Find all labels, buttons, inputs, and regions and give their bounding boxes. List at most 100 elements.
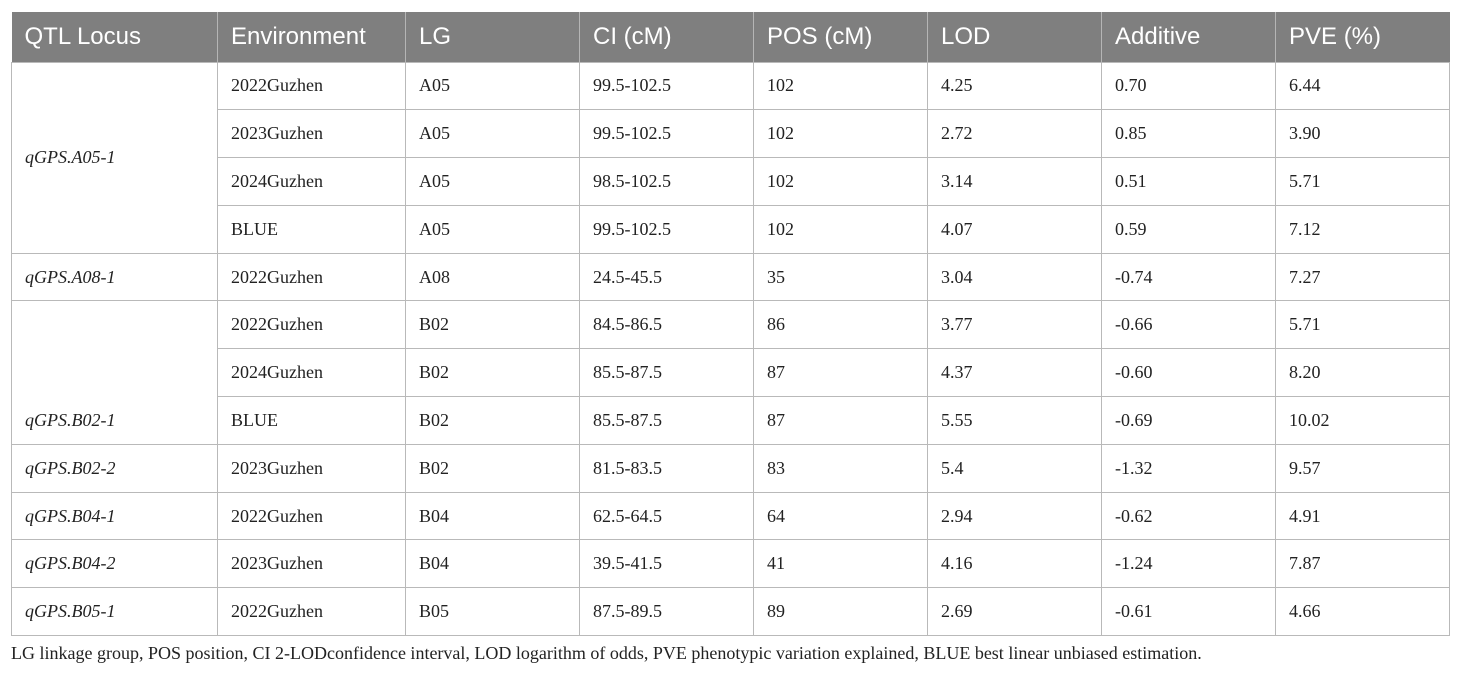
pve-cell: 9.57 — [1275, 443, 1450, 493]
table-row: BLUE B02 85.5-87.5 87 5.55 -0.69 10.02 — [12, 396, 1450, 445]
pve-cell: 4.91 — [1275, 491, 1450, 541]
lod-cell: 2.94 — [927, 491, 1102, 541]
lg-cell: A05 — [405, 204, 580, 254]
ci-cell: 81.5-83.5 — [579, 443, 754, 493]
header-qtl-locus: QTL Locus — [24, 22, 142, 50]
additive-cell: -0.69 — [1101, 396, 1276, 445]
lg-cell: B04 — [405, 491, 580, 541]
table-footnote: LG linkage group, POS position, CI 2-LOD… — [11, 643, 1202, 663]
qtl-locus-cell: qGPS.B04-2 — [11, 539, 218, 589]
lod-cell: 4.07 — [927, 204, 1102, 254]
lg-cell: B04 — [405, 539, 580, 589]
qtl-locus-cell: qGPS.B05-1 — [11, 587, 218, 637]
pos-cell: 102 — [753, 157, 928, 206]
ci-cell: 62.5-64.5 — [579, 491, 754, 541]
table-row: qGPS.A08-1 2022Guzhen A08 24.5-45.5 35 3… — [11, 252, 1450, 302]
qtl-locus-cell: qGPS.B04-1 — [11, 491, 218, 541]
qtl-locus-cell: qGPS.B02-2 — [11, 443, 218, 493]
additive-cell: -0.60 — [1101, 348, 1276, 398]
lod-cell: 4.37 — [927, 348, 1102, 398]
additive-cell: 0.51 — [1101, 157, 1276, 206]
lg-cell: B02 — [405, 300, 580, 350]
qtl-table-container: QTL Locus Environment LG CI (cM) POS (cM… — [11, 12, 1450, 637]
lod-cell: 3.14 — [927, 157, 1102, 206]
pos-cell: 64 — [753, 491, 928, 541]
pve-cell: 6.44 — [1275, 61, 1450, 111]
pos-cell: 86 — [753, 300, 928, 350]
pve-cell: 7.27 — [1275, 252, 1450, 302]
lod-cell: 2.69 — [927, 587, 1102, 637]
qtl-table: QTL Locus Environment LG CI (cM) POS (cM… — [11, 12, 1450, 637]
lod-cell: 5.4 — [927, 443, 1102, 493]
pve-cell: 8.20 — [1275, 348, 1450, 398]
pve-cell: 10.02 — [1275, 396, 1450, 445]
qtl-locus-cell: qGPS.A05-1 — [11, 61, 218, 254]
ci-cell: 99.5-102.5 — [579, 204, 754, 254]
qtl-locus-cell: qGPS.A08-1 — [11, 252, 218, 302]
table-row: 2023Guzhen A05 99.5-102.5 102 2.72 0.85 … — [12, 109, 1450, 159]
header-additive: Additive — [1101, 12, 1276, 62]
environment-cell: BLUE — [217, 396, 406, 445]
additive-cell: 0.85 — [1101, 109, 1276, 159]
additive-cell: -1.32 — [1101, 443, 1276, 493]
pos-cell: 102 — [753, 61, 928, 111]
ci-cell: 24.5-45.5 — [579, 252, 754, 302]
lod-cell: 3.77 — [927, 300, 1102, 350]
ci-cell: 87.5-89.5 — [579, 587, 754, 637]
environment-cell: 2022Guzhen — [217, 252, 406, 302]
header-environment: Environment — [217, 12, 406, 62]
lod-cell: 4.25 — [927, 61, 1102, 111]
ci-cell: 98.5-102.5 — [579, 157, 754, 206]
lg-cell: A08 — [405, 252, 580, 302]
table-row: 2024Guzhen B02 85.5-87.5 87 4.37 -0.60 8… — [12, 348, 1450, 398]
additive-cell: -0.62 — [1101, 491, 1276, 541]
environment-cell: 2022Guzhen — [217, 300, 406, 350]
table-row: qGPS.B04-2 2023Guzhen B04 39.5-41.5 41 4… — [11, 539, 1450, 589]
table-row: qGPS.B05-1 2022Guzhen B05 87.5-89.5 89 2… — [11, 587, 1450, 637]
ci-cell: 85.5-87.5 — [579, 396, 754, 445]
additive-cell: -0.74 — [1101, 252, 1276, 302]
table-header-row: QTL Locus Environment LG CI (cM) POS (cM… — [11, 12, 1450, 62]
lod-cell: 4.16 — [927, 539, 1102, 589]
table-row: qGPS.B04-1 2022Guzhen B04 62.5-64.5 64 2… — [11, 491, 1450, 541]
ci-cell: 84.5-86.5 — [579, 300, 754, 350]
ci-cell: 85.5-87.5 — [579, 348, 754, 398]
environment-cell: 2024Guzhen — [217, 348, 406, 398]
environment-cell: 2023Guzhen — [217, 539, 406, 589]
lg-cell: B02 — [405, 443, 580, 493]
pos-cell: 102 — [753, 204, 928, 254]
environment-cell: 2023Guzhen — [217, 109, 406, 159]
header-pos: POS (cM) — [753, 12, 928, 62]
environment-cell: BLUE — [217, 204, 406, 254]
lg-cell: A05 — [405, 157, 580, 206]
header-lod: LOD — [927, 12, 1102, 62]
lod-cell: 2.72 — [927, 109, 1102, 159]
pve-cell: 5.71 — [1275, 300, 1450, 350]
ci-cell: 39.5-41.5 — [579, 539, 754, 589]
additive-cell: 0.70 — [1101, 61, 1276, 111]
environment-cell: 2022Guzhen — [217, 491, 406, 541]
lg-cell: B02 — [405, 348, 580, 398]
table-row: qGPS.B02-2 2023Guzhen B02 81.5-83.5 83 5… — [11, 443, 1450, 493]
lg-cell: B02 — [405, 396, 580, 445]
pve-cell: 4.66 — [1275, 587, 1450, 637]
lod-cell: 5.55 — [927, 396, 1102, 445]
additive-cell: 0.59 — [1101, 204, 1276, 254]
header-lg: LG — [405, 12, 580, 62]
pos-cell: 87 — [753, 396, 928, 445]
environment-cell: 2023Guzhen — [217, 443, 406, 493]
table-row: qGPS.B02-1 2022Guzhen B02 84.5-86.5 86 3… — [11, 300, 1450, 445]
environment-cell: 2022Guzhen — [217, 61, 406, 111]
pos-cell: 102 — [753, 109, 928, 159]
pve-cell: 7.87 — [1275, 539, 1450, 589]
lg-cell: A05 — [405, 61, 580, 111]
environment-cell: 2024Guzhen — [217, 157, 406, 206]
environment-cell: 2022Guzhen — [217, 587, 406, 637]
pos-cell: 87 — [753, 348, 928, 398]
lg-cell: A05 — [405, 109, 580, 159]
header-pve: PVE (%) — [1275, 12, 1450, 62]
additive-cell: -1.24 — [1101, 539, 1276, 589]
qtl-locus-cell: qGPS.B02-1 — [11, 300, 218, 445]
pos-cell: 83 — [753, 443, 928, 493]
table-row: BLUE A05 99.5-102.5 102 4.07 0.59 7.12 — [12, 204, 1450, 254]
